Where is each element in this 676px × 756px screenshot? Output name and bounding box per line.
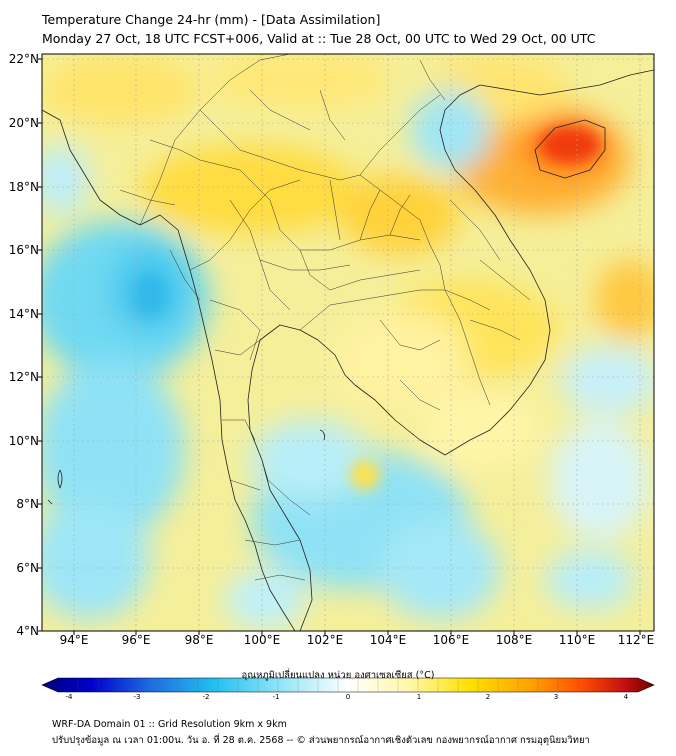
lon-label: 100°E — [243, 633, 281, 647]
colorbar-title: อุณหภูมิเปลี่ยนแปลง หน่วย องศาเซลเซียส (… — [241, 670, 435, 681]
colorbar-segments — [77, 678, 619, 692]
lat-label: 12°N — [8, 370, 39, 384]
lat-label: 4°N — [16, 624, 39, 638]
colorbar-tick: -1 — [272, 693, 280, 701]
footer-update-credit: ปรับปรุงข้อมูล ณ เวลา 01:00น. วัน อ. ที่… — [52, 735, 590, 746]
footer-domain-info: WRF-DA Domain 01 :: Grid Resolution 9km … — [52, 719, 287, 730]
colorbar-tick: -4 — [65, 693, 73, 701]
map-frame — [41, 53, 655, 632]
admin-borders — [119, 54, 531, 581]
colorbar-tick: 4 — [623, 693, 629, 701]
colorbar-gradient — [41, 677, 655, 693]
map-title: Temperature Change 24-hr (mm) - [Data As… — [42, 12, 381, 27]
colorbar-tick: 0 — [345, 693, 351, 701]
lon-label: 110°E — [558, 633, 596, 647]
temperature-field — [42, 54, 654, 631]
lon-label: 96°E — [121, 633, 151, 647]
map-subtitle: Monday 27 Oct, 18 UTC FCST+006, Valid at… — [42, 31, 596, 46]
colorbar-tick: 3 — [553, 693, 559, 701]
lat-label: 22°N — [8, 52, 39, 66]
lat-label: 14°N — [8, 307, 39, 321]
lon-label: 102°E — [306, 633, 344, 647]
colorbar-tick: 2 — [485, 693, 491, 701]
lon-label: 106°E — [432, 633, 470, 647]
lat-label: 6°N — [16, 561, 39, 575]
colorbar-tick: -3 — [133, 693, 141, 701]
lon-label: 94°E — [59, 633, 89, 647]
lat-label: 20°N — [8, 116, 39, 130]
lat-label: 16°N — [8, 243, 39, 257]
graticule — [42, 54, 654, 631]
lon-label: 98°E — [184, 633, 214, 647]
lat-label: 10°N — [8, 434, 39, 448]
lon-label: 112°E — [617, 633, 655, 647]
axis-ticks — [38, 58, 641, 635]
lat-label: 8°N — [16, 497, 39, 511]
lat-label: 18°N — [8, 180, 39, 194]
coastlines — [42, 69, 654, 631]
colorbar-tick: -2 — [202, 693, 210, 701]
colorbar — [41, 677, 655, 693]
colorbar-tick: 1 — [416, 693, 422, 701]
lon-label: 104°E — [369, 633, 407, 647]
lon-label: 108°E — [495, 633, 533, 647]
